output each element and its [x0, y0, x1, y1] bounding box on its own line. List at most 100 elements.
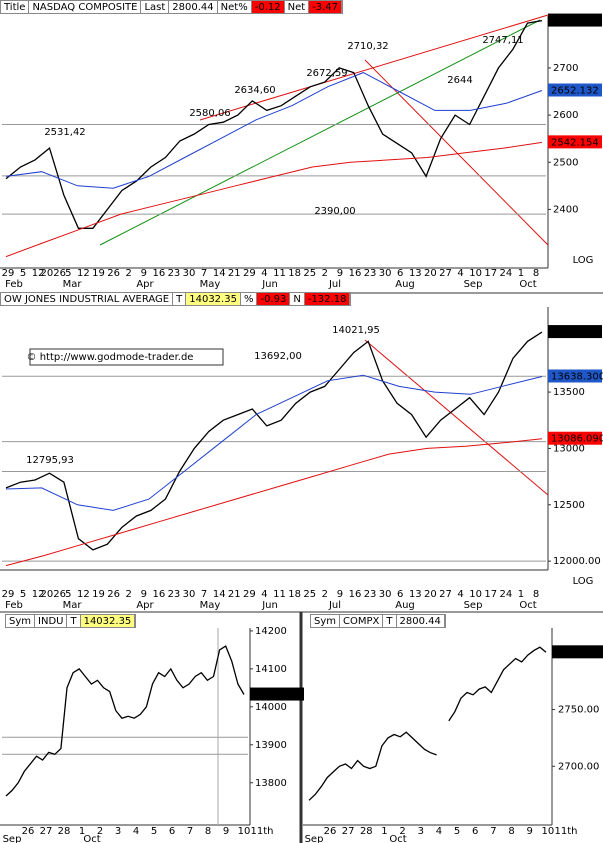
x-tick-label: 8 — [205, 826, 211, 837]
scale-label: LOG — [573, 576, 594, 587]
x-tick-label: 16 — [152, 268, 165, 279]
last-value-label: 2542.154 — [551, 137, 599, 148]
x-tick-label: 3 — [115, 826, 121, 837]
x-tick-label: 6 — [169, 826, 175, 837]
x-tick-label: 27 — [439, 268, 452, 279]
x-tick-label: 9 — [337, 268, 343, 279]
x-tick-label: 7 — [201, 268, 207, 279]
x-tick-label: 20 — [424, 268, 437, 279]
header-cell: Title — [1, 1, 30, 13]
x-tick-label: 8 — [533, 589, 539, 600]
x-tick-label: 6 — [397, 589, 403, 600]
x-tick-label: 12 — [32, 589, 45, 600]
y-tick-label: 14200 — [255, 626, 287, 637]
x-tick-label: 12 — [77, 268, 90, 279]
y-tick-label: 2700 — [553, 63, 578, 74]
header-cell: N — [290, 293, 305, 305]
header-cell: OW JONES INDUSTRIAL AVERAGE — [1, 293, 174, 305]
x-tick-label: 21 — [228, 589, 241, 600]
header-cell: -0.12 — [251, 1, 285, 13]
x-tick-label: 13 — [409, 268, 422, 279]
y-tick-label: 2400 — [553, 204, 578, 215]
moving-average — [5, 374, 543, 511]
x-tick-label: 26 — [107, 268, 120, 279]
x-tick-label: 14 — [213, 589, 226, 600]
x-tick-label: 8 — [533, 268, 539, 279]
x-tick-label: 23 — [168, 589, 181, 600]
x-tick-label: 9 — [223, 826, 229, 837]
x-tick-label: 18 — [288, 589, 301, 600]
x-tick-label: 23 — [168, 268, 181, 279]
x-tick-label: 4 — [436, 826, 442, 837]
x-tick-label: 9 — [337, 589, 343, 600]
month-label: Oct — [519, 279, 536, 290]
x-tick-label: 4 — [457, 589, 463, 600]
x-tick-label: 7 — [187, 826, 193, 837]
month-label: Mar — [63, 279, 83, 290]
month-label: Jun — [261, 600, 278, 611]
annotation: 12795,93 — [26, 455, 74, 466]
header-cell: INDU — [35, 615, 68, 627]
x-tick-label: 7 — [490, 826, 496, 837]
x-tick-label: 12 — [77, 589, 90, 600]
x-tick-label: 17 — [484, 589, 497, 600]
last-value-box — [250, 687, 304, 701]
x-tick-label: 10 — [238, 826, 251, 837]
x-tick-label: 5 — [20, 268, 26, 279]
x-tick-label: 25 — [303, 589, 316, 600]
month-label: Jun — [261, 279, 278, 290]
x-tick-label: 6 — [472, 826, 478, 837]
x-tick-label: 29 — [243, 589, 256, 600]
x-tick-label: 1 — [518, 268, 524, 279]
x-tick-label: 2026 — [41, 268, 66, 279]
header-cell: Sym — [311, 615, 341, 627]
header-cell: -3.47 — [309, 1, 343, 13]
annotation: 2747,11 — [482, 35, 523, 46]
price-line — [308, 646, 547, 801]
month-label: Oct — [389, 834, 406, 843]
x-tick-label: 8 — [508, 826, 514, 837]
price-line — [5, 331, 543, 551]
y-tick-label: 14100 — [255, 664, 287, 675]
header-cell: -0.93 — [257, 293, 291, 305]
annotation: 2531,42 — [44, 127, 85, 138]
x-tick-label: 4 — [457, 268, 463, 279]
header: Sym COMPX T 2800.44 — [310, 614, 446, 628]
last-value-box — [548, 431, 602, 445]
x-tick-label: 5 — [151, 826, 157, 837]
y-tick-label: 13900 — [255, 740, 287, 751]
x-tick-label: 4 — [133, 826, 139, 837]
annotation: 2634,60 — [234, 85, 275, 96]
x-tick-label: 25 — [303, 268, 316, 279]
x-tick-label: 5 — [65, 589, 71, 600]
header-cell: -132.18 — [304, 293, 351, 305]
x-tick-label: 6 — [397, 268, 403, 279]
x-tick-label: 2 — [125, 268, 131, 279]
last-value-box — [552, 645, 603, 659]
x-tick-label: 20 — [424, 589, 437, 600]
annotation: 2644 — [447, 75, 472, 86]
month-label: Mar — [63, 600, 83, 611]
x-tick-label: 16 — [152, 589, 165, 600]
month-label: Aug — [395, 600, 415, 611]
y-tick-label: 12500 — [553, 500, 585, 511]
x-tick-label: 30 — [183, 589, 196, 600]
x-tick-label: 30 — [183, 268, 196, 279]
x-tick-label: 28 — [58, 826, 71, 837]
last-value-box — [548, 13, 602, 27]
moving-average — [5, 438, 543, 567]
last-value-box — [548, 325, 602, 339]
annotation: 2672,59 — [306, 68, 347, 79]
watermark-box — [29, 348, 224, 366]
month-label: Oct — [83, 834, 100, 843]
x-tick-label: 10 — [469, 268, 482, 279]
last-value-box — [548, 83, 602, 97]
moving-average — [5, 141, 543, 258]
last-value-label: 13086.090 — [551, 434, 603, 445]
month-label: Apr — [136, 600, 154, 611]
header-cell: T — [383, 615, 397, 627]
x-tick-label: 19 — [92, 589, 105, 600]
annotation: © http://www.godmode-trader.de — [27, 352, 194, 363]
x-tick-label: 23 — [364, 589, 377, 600]
